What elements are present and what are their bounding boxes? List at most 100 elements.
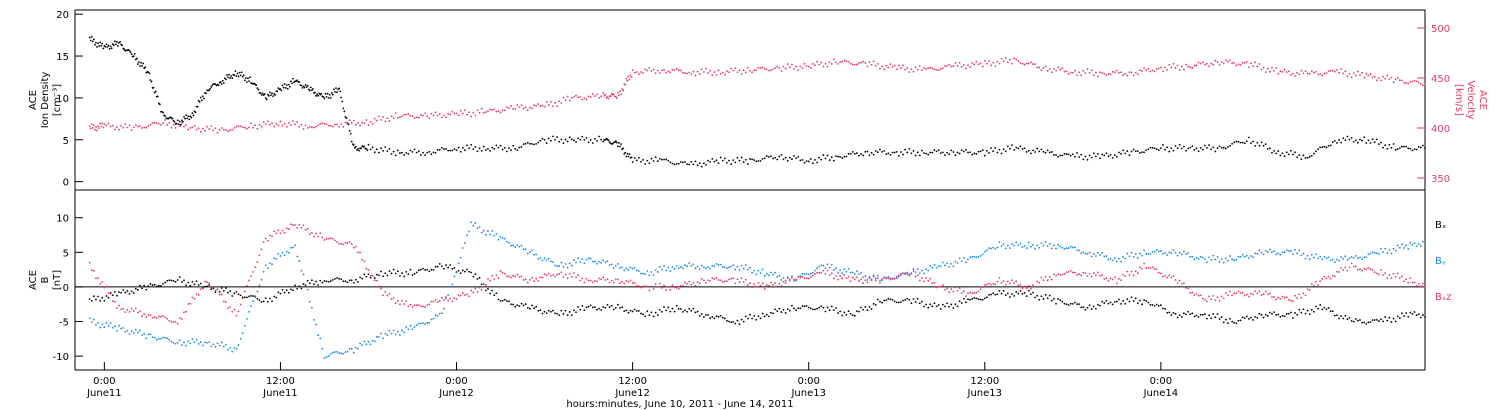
density-series-0-point <box>1363 136 1366 139</box>
b-series-1-point <box>283 254 286 257</box>
density-series-0-point <box>280 89 283 92</box>
velocity-series-0-point <box>1074 69 1076 72</box>
b-series-0-point <box>1323 306 1326 309</box>
b-series-2-point <box>1237 290 1240 293</box>
b-series-1-point <box>464 242 466 244</box>
b-series-2-point <box>315 232 317 235</box>
density-series-0-point <box>466 144 468 147</box>
b-series-2-point <box>635 285 638 287</box>
b-series-2-point <box>1405 278 1408 281</box>
density-series-0-point <box>316 93 319 96</box>
b-series-1-point <box>537 257 540 260</box>
density-series-0-point <box>1201 148 1204 151</box>
velocity-series-0-point <box>266 120 269 123</box>
b-series-0-point <box>761 312 764 315</box>
velocity-series-0-point <box>124 123 127 126</box>
b-series-1-point <box>994 248 997 250</box>
b-series-0-point <box>419 268 422 271</box>
velocity-series-0-point <box>443 114 445 117</box>
b-series-2-point <box>642 285 644 288</box>
density-series-0-point <box>554 138 556 141</box>
density-series-0-point <box>422 151 424 154</box>
b-series-1-point <box>690 264 693 267</box>
b-series-0-point <box>1417 313 1420 316</box>
b-series-2-point <box>266 239 269 242</box>
velocity-series-0-point <box>1325 72 1328 75</box>
b-series-2-point <box>543 273 546 275</box>
density-series-0-point <box>933 149 936 152</box>
b-series-0-point <box>1292 317 1294 319</box>
density-series-0-point <box>1067 153 1070 156</box>
velocity-series-0-point <box>1013 57 1016 60</box>
density-series-0-point <box>1185 149 1187 152</box>
b-series-2-point <box>1392 272 1395 275</box>
velocity-series-0-point <box>396 116 399 119</box>
b-series-0-point <box>334 277 336 280</box>
density-series-0-point <box>339 90 342 93</box>
b-series-1-point <box>331 351 334 354</box>
b-series-2-point <box>996 280 999 283</box>
b-series-1-point <box>183 341 185 344</box>
b-series-1-point <box>392 329 395 332</box>
velocity-series-0-point <box>470 115 473 118</box>
density-series-0-point <box>637 156 640 159</box>
density-series-0-point <box>440 147 443 149</box>
b-series-0-point <box>870 308 873 310</box>
b-series-1-point <box>168 338 171 341</box>
velocity-series-0-point <box>518 106 521 109</box>
density-series-0-point <box>88 36 91 39</box>
b-series-0-point <box>533 307 535 310</box>
b-series-2-point <box>552 274 554 276</box>
b-series-0-point <box>522 304 525 307</box>
density-series-0-point <box>868 154 871 157</box>
velocity-series-0-point <box>1321 74 1324 77</box>
density-series-0-point <box>315 95 317 97</box>
density-series-0-point <box>988 151 990 154</box>
b-series-0-point <box>753 315 756 317</box>
velocity-series-0-point <box>770 69 772 72</box>
b-series-0-point <box>1413 311 1416 313</box>
density-series-0-point <box>153 91 156 94</box>
density-series-0-point <box>1210 148 1213 151</box>
b-series-1-point <box>931 266 934 269</box>
b-series-1-point <box>1289 250 1292 252</box>
density-series-0-point <box>837 155 839 158</box>
b-series-2-point <box>174 321 177 323</box>
velocity-series-0-point <box>1312 71 1315 74</box>
velocity-series-0-point <box>1224 59 1227 62</box>
density-series-0-point <box>568 136 571 139</box>
velocity-series-0-point <box>1377 77 1380 80</box>
b-series-2-point <box>1285 296 1288 299</box>
b-series-1-point <box>310 306 313 309</box>
density-series-0-point <box>154 90 157 93</box>
b-series-0-point <box>803 305 806 308</box>
b-series-1-point <box>231 350 234 353</box>
velocity-series-0-point <box>626 79 629 82</box>
b-series-2-point <box>738 281 741 283</box>
b-series-2-point <box>1050 278 1053 281</box>
velocity-series-0-point <box>619 90 621 93</box>
b-series-0-point <box>715 315 718 318</box>
density-series-0-point <box>382 149 385 152</box>
density-series-0-point <box>1151 146 1154 149</box>
density-series-0-point <box>148 72 151 75</box>
b-series-1-point <box>1055 247 1057 250</box>
density-series-0-point <box>256 87 259 90</box>
b-series-2-point <box>696 281 699 284</box>
velocity-series-0-point <box>510 105 512 107</box>
b-series-1-point <box>166 337 169 340</box>
b-series-0-point <box>1422 314 1424 316</box>
b-series-2-point <box>334 239 336 242</box>
b-series-0-point <box>514 305 517 308</box>
velocity-series-0-point <box>556 105 559 108</box>
b-series-2-point <box>162 315 164 317</box>
b-series-2-point <box>250 275 252 278</box>
b-series-1-point <box>455 271 458 274</box>
b-series-2-point <box>860 278 863 281</box>
b-series-1-point <box>279 255 282 257</box>
b-series-2-point <box>1143 262 1145 265</box>
b-series-0-point <box>1239 319 1242 322</box>
b-series-1-point <box>445 297 447 300</box>
b-series-2-point <box>277 229 280 231</box>
b-series-2-point <box>799 276 802 279</box>
